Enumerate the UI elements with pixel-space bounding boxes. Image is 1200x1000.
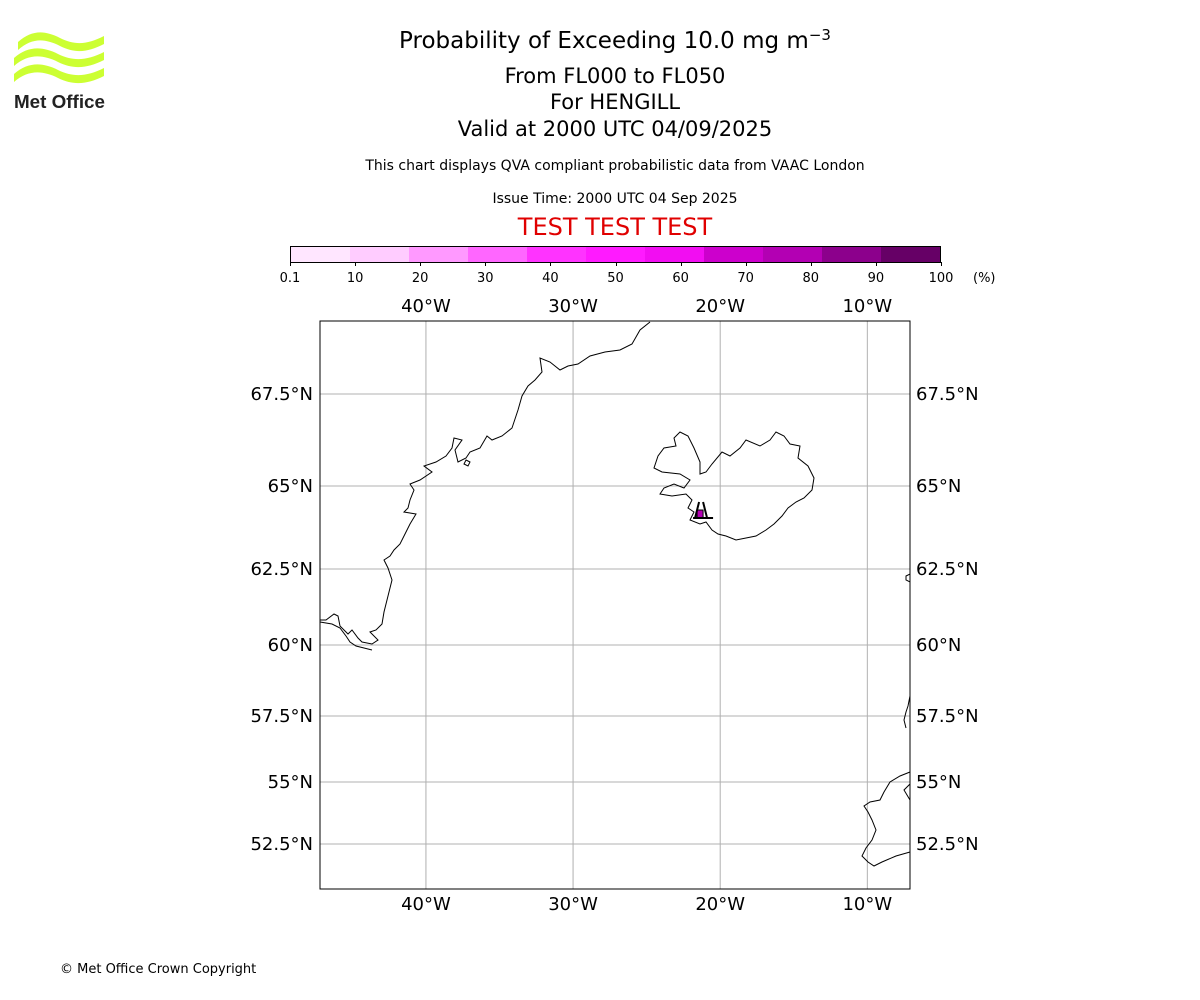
latitude-label: 62.5°N (250, 559, 313, 580)
colorbar-segment (468, 247, 527, 262)
latitude-label: 52.5°N (916, 834, 979, 855)
latitude-label: 67.5°N (916, 384, 979, 405)
test-banner: TEST TEST TEST (517, 213, 713, 241)
colorbar-segment (704, 247, 763, 262)
latitude-labels-left: 67.5°N 65°N 62.5°N 60°N 57.5°N 55°N 52.5°N (250, 384, 313, 855)
latitude-label: 55°N (268, 772, 313, 793)
longitude-label: 10°W (842, 894, 892, 915)
flight-level-subtitle: From FL000 to FL050 (504, 64, 726, 88)
longitude-label: 20°W (695, 296, 745, 317)
colorbar-tick-label: 60 (672, 271, 689, 286)
coastline-greenland (320, 321, 651, 645)
latitude-label: 67.5°N (250, 384, 313, 405)
met-office-logo: Met Office (14, 32, 105, 112)
colorbar-segment (409, 247, 468, 262)
coastline-hebrides (861, 771, 911, 867)
latitude-labels-right: 67.5°N 65°N 62.5°N 60°N 57.5°N 55°N 52.5°N (916, 384, 979, 855)
colorbar-segment (527, 247, 586, 262)
colorbar-tick-mark (550, 262, 552, 266)
coastline-iceland (653, 431, 815, 541)
longitude-labels-bottom: 40°W 30°W 20°W 10°W (401, 894, 892, 915)
latitude-label: 52.5°N (250, 834, 313, 855)
colorbar-tick-label: 90 (867, 271, 885, 286)
probability-cell (696, 509, 704, 519)
colorbar-segment (881, 247, 940, 262)
colorbar-tick-mark (420, 262, 422, 266)
colorbar-tick-mark (485, 262, 487, 266)
met-office-waves-icon (14, 32, 104, 84)
colorbar-tick-mark (615, 262, 617, 266)
valid-time-subtitle: Valid at 2000 UTC 04/09/2025 (457, 117, 773, 141)
colorbar-unit: (%) (973, 271, 996, 286)
coastline-faroe (905, 573, 911, 583)
colorbar-tick-label: 70 (737, 271, 754, 286)
map-gridlines (320, 321, 910, 889)
coastline-greenland-island (463, 459, 471, 467)
colorbar-segment (586, 247, 645, 262)
colorbar-segment (822, 247, 881, 262)
longitude-label: 20°W (695, 894, 745, 915)
latitude-label: 65°N (268, 476, 313, 497)
colorbar-tick-mark (355, 262, 357, 266)
coastline-greenland-south (319, 621, 373, 651)
longitude-label: 40°W (401, 296, 451, 317)
colorbar-segment (763, 247, 822, 262)
colorbar-tick-mark (745, 262, 747, 266)
coastlines (319, 321, 911, 867)
title-text: Probability of Exceeding 10.0 mg m (399, 28, 809, 54)
colorbar-tick-mark (941, 262, 942, 266)
longitude-label: 30°W (548, 894, 598, 915)
colorbar-tick-label: 40 (542, 271, 559, 286)
chart-description: This chart displays QVA compliant probab… (365, 158, 865, 174)
issue-time: Issue Time: 2000 UTC 04 Sep 2025 (492, 191, 738, 207)
location-subtitle: For HENGILL (549, 90, 681, 114)
latitude-label: 60°N (268, 635, 313, 656)
latitude-label: 57.5°N (250, 706, 313, 727)
colorbar-tick-label: 0.1 (279, 271, 301, 286)
colorbar-segment (645, 247, 704, 262)
probability-area (693, 501, 714, 519)
colorbar-tick-label: 80 (802, 271, 820, 286)
latitude-label: 57.5°N (916, 706, 979, 727)
map-frame (319, 320, 911, 890)
colorbar-tick-mark (680, 262, 682, 266)
longitude-label: 40°W (401, 894, 451, 915)
coastline-scotland-west (903, 783, 911, 801)
latitude-label: 60°N (916, 635, 961, 656)
copyright-notice: © Met Office Crown Copyright (60, 962, 257, 977)
colorbar-tick-label: 50 (607, 271, 624, 286)
colorbar-tick-mark (290, 262, 291, 266)
longitude-labels-top: 40°W 30°W 20°W 10°W (401, 296, 892, 317)
title-superscript: −3 (808, 26, 831, 44)
probability-colorbar (290, 246, 941, 263)
colorbar-tick-label: 10 (346, 271, 364, 286)
chart-title: Probability of Exceeding 10.0 mg m−3 (0, 26, 1200, 54)
colorbar-segment (350, 247, 409, 262)
longitude-label: 10°W (842, 296, 892, 317)
coastline-scotland (903, 695, 911, 729)
colorbar-tick-label: 20 (411, 271, 429, 286)
colorbar-segment (291, 247, 350, 262)
latitude-label: 55°N (916, 772, 961, 793)
latitude-label: 65°N (916, 476, 961, 497)
probability-outline (693, 501, 714, 519)
colorbar-tick-mark (810, 262, 812, 266)
colorbar-tick-mark (875, 262, 877, 266)
colorbar-tick-label: 30 (477, 271, 494, 286)
latitude-label: 62.5°N (916, 559, 979, 580)
longitude-label: 30°W (548, 296, 598, 317)
met-office-logo-text: Met Office (14, 92, 105, 112)
colorbar-tick-label: 100 (928, 271, 954, 286)
